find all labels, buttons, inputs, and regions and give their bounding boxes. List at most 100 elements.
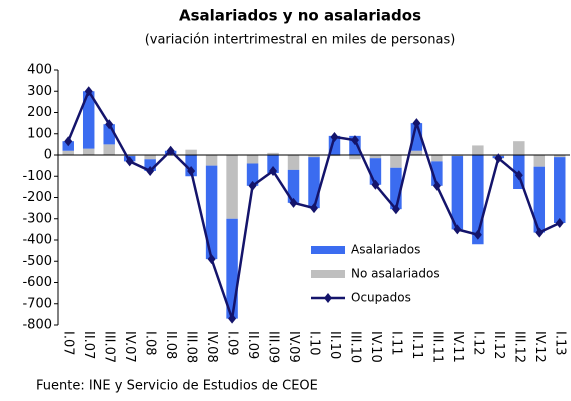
legend-label: Ocupados <box>351 291 411 305</box>
y-tick-label: -800 <box>22 318 52 333</box>
marker <box>350 135 359 146</box>
x-tick-label: III.12 <box>511 331 526 363</box>
bar <box>369 158 382 185</box>
marker <box>473 229 482 240</box>
x-tick-label: IV.07 <box>122 331 137 363</box>
x-tick-label: I.10 <box>307 331 322 356</box>
x-tick-label: II.12 <box>491 331 506 359</box>
marker <box>514 170 523 181</box>
x-tick-label: II.10 <box>327 331 342 359</box>
x-tick-label: III.11 <box>429 331 444 363</box>
x-tick-label: II.07 <box>81 331 96 359</box>
bar <box>267 152 279 155</box>
y-tick-label: -600 <box>22 275 52 290</box>
marker <box>391 204 400 215</box>
bar <box>185 149 197 155</box>
marker <box>289 197 298 208</box>
x-tick-label: III.08 <box>184 331 199 363</box>
x-tick-label: I.07 <box>61 331 76 356</box>
marker <box>310 203 318 214</box>
y-tick-label: 200 <box>27 105 52 120</box>
bar <box>62 150 74 155</box>
y-tick-label: 0 <box>44 148 52 163</box>
marker <box>166 145 175 156</box>
x-tick-label: III.10 <box>347 331 362 363</box>
bar <box>144 155 156 160</box>
legend-swatch <box>311 270 345 278</box>
x-tick-label: I.11 <box>388 331 403 356</box>
chart-title: Asalariados y no asalariados <box>179 7 421 25</box>
bar <box>287 169 300 203</box>
y-tick-label: 400 <box>27 63 52 78</box>
bar <box>328 135 341 155</box>
y-tick-label: -700 <box>22 296 52 311</box>
bar <box>431 155 443 162</box>
bar <box>390 167 402 210</box>
bar <box>513 141 525 155</box>
x-tick-label: IV.08 <box>204 331 219 363</box>
bar <box>267 155 279 174</box>
x-tick-label: III.09 <box>266 331 281 363</box>
bar <box>308 155 320 158</box>
marker <box>105 119 114 130</box>
marker <box>64 136 73 147</box>
x-tick-label: I.13 <box>552 331 567 356</box>
legend-swatch <box>311 246 345 254</box>
chart-subtitle: (variación intertrimestral en miles de p… <box>145 33 456 48</box>
legend-label: Asalariados <box>351 243 420 257</box>
bar <box>123 155 136 157</box>
bar <box>287 155 300 170</box>
bar <box>533 155 546 167</box>
x-tick-label: IV.10 <box>368 331 383 363</box>
bar <box>205 155 218 166</box>
bar <box>554 157 566 223</box>
marker <box>494 153 503 164</box>
bar <box>472 155 484 245</box>
source: Fuente: INE y Servicio de Estudios de CE… <box>36 379 318 394</box>
marker <box>207 254 216 265</box>
marker <box>555 218 564 228</box>
bar <box>410 150 423 155</box>
x-tick-label: I.08 <box>143 331 158 356</box>
x-tick-label: I.12 <box>470 331 485 356</box>
bar <box>390 155 402 168</box>
bar <box>246 163 259 186</box>
bar <box>226 155 238 219</box>
y-tick-label: -200 <box>22 190 52 205</box>
bar <box>205 165 218 260</box>
bar <box>103 124 115 145</box>
x-tick-label: II.08 <box>163 331 178 359</box>
marker <box>248 180 257 191</box>
bar <box>472 145 484 155</box>
bar <box>328 155 341 157</box>
bar <box>226 218 238 319</box>
bar <box>308 157 320 209</box>
marker <box>432 180 441 191</box>
bar <box>533 166 546 233</box>
marker <box>371 179 380 190</box>
bar <box>246 155 259 164</box>
y-tick-label: -100 <box>22 169 52 184</box>
y-tick-label: -300 <box>22 211 52 226</box>
x-tick-label: IV.09 <box>286 331 301 363</box>
x-tick-label: IV.11 <box>450 331 465 363</box>
bar <box>185 155 197 177</box>
bar <box>451 156 464 230</box>
marker <box>125 156 134 167</box>
bar <box>349 155 361 160</box>
bar <box>144 159 156 171</box>
bar <box>103 144 115 155</box>
bar <box>82 148 95 155</box>
y-tick-label: 100 <box>27 126 52 141</box>
marker <box>269 165 278 176</box>
x-tick-label: I.09 <box>225 331 240 356</box>
bar <box>431 161 443 186</box>
marker <box>535 227 544 238</box>
y-tick-label: 300 <box>27 84 52 99</box>
marker <box>228 313 237 324</box>
bar <box>554 155 566 158</box>
x-tick-label: II.11 <box>409 331 424 359</box>
marker <box>84 86 93 97</box>
bar <box>369 155 382 159</box>
